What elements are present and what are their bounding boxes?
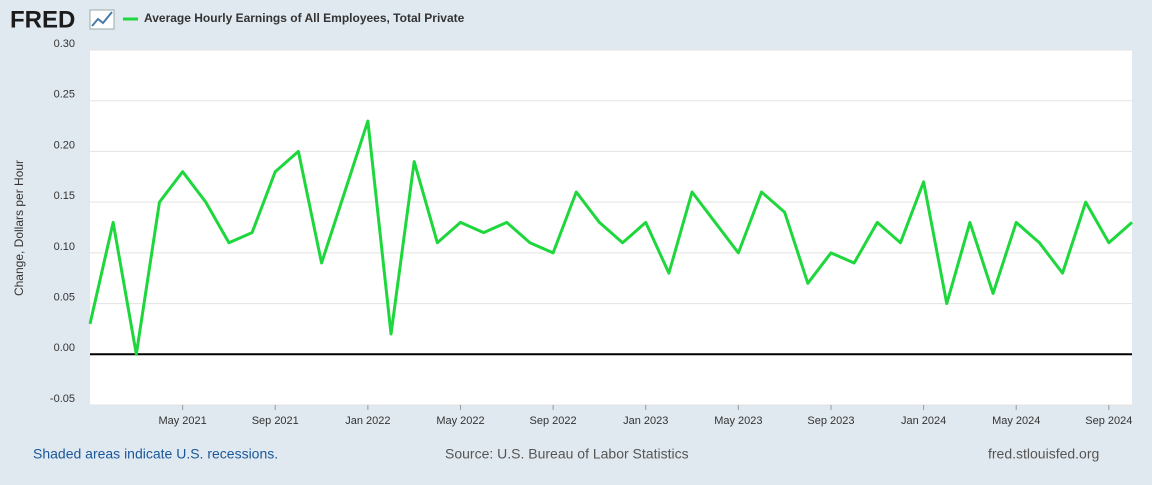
x-tick-label: Jan 2023 [623,415,668,427]
logo-icon [89,9,115,30]
x-tick-label: Jan 2024 [901,415,946,427]
x-tick-label: May 2021 [158,415,206,427]
x-tick-label: May 2023 [714,415,762,427]
y-tick-label: 0.15 [54,190,75,202]
y-tick-label: 0.30 [54,38,75,50]
x-tick-label: May 2022 [436,415,484,427]
x-tick-label: Sep 2023 [807,415,854,427]
x-tick-label: Sep 2021 [252,415,299,427]
y-tick-label: 0.00 [54,342,75,354]
x-tick-label: Sep 2024 [1085,415,1132,427]
site: fred.stlouisfed.org [988,446,1099,462]
y-tick-label: 0.20 [54,139,75,151]
recession-note: Shaded areas indicate U.S. recessions. [33,446,278,462]
source: Source: U.S. Bureau of Labor Statistics [445,446,689,462]
y-tick-label: 0.10 [54,241,75,253]
x-tick-label: May 2024 [992,415,1040,427]
y-axis-label: Change, Dollars per Hour [12,160,26,296]
series-line [88,119,1133,356]
y-tick-label: 0.25 [54,89,75,101]
plot-area [90,50,1132,405]
x-tick-label: Jan 2022 [345,415,390,427]
logo: FRED [10,6,75,33]
y-tick-label: 0.05 [54,291,75,303]
y-tick-label: -0.05 [50,393,75,405]
x-tick-label: Sep 2022 [530,415,577,427]
legend-label: Average Hourly Earnings of All Employees… [144,11,465,25]
